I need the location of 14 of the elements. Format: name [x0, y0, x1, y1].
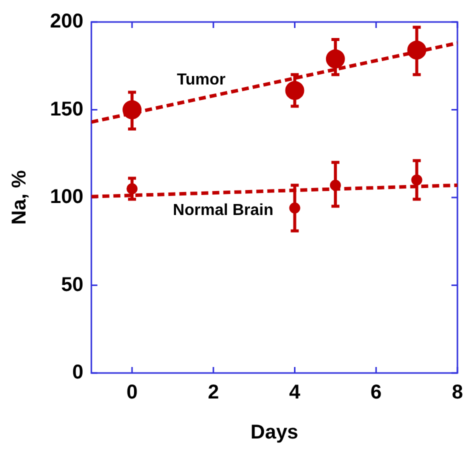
y-tick-label: 150	[50, 98, 84, 120]
x-tick-label: 8	[452, 382, 463, 404]
series-label: Normal Brain	[172, 202, 274, 219]
x-axis-title: Days	[250, 422, 298, 444]
x-tick-label: 6	[370, 382, 382, 404]
y-tick-label: 50	[61, 274, 84, 296]
y-tick-label: 100	[50, 186, 84, 208]
y-tick-label: 0	[72, 362, 84, 384]
x-tick-label: 0	[126, 382, 138, 404]
series-label: Tumor	[176, 72, 226, 89]
x-tick-label: 4	[289, 382, 302, 404]
x-tick-label: 2	[208, 382, 219, 404]
y-axis-title: Na, %	[8, 170, 31, 225]
y-tick-label: 200	[50, 10, 84, 33]
